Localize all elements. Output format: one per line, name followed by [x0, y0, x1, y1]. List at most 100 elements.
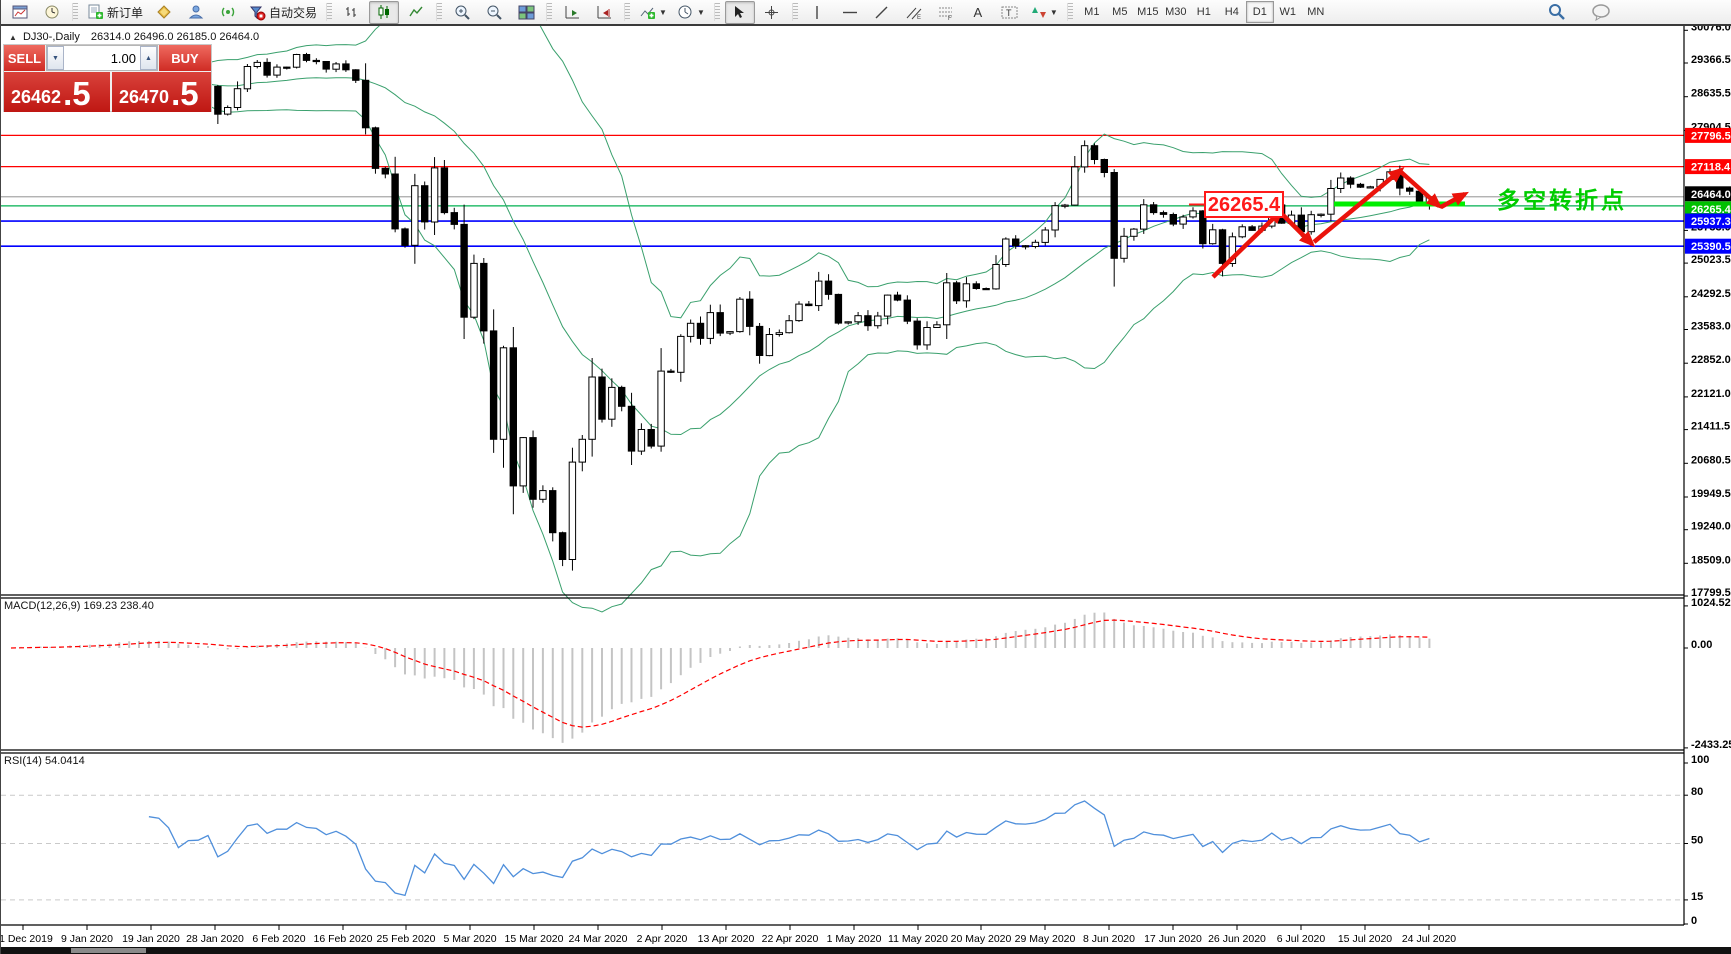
turning-point-note[interactable]: 多空转折点	[1497, 187, 1627, 213]
candle-body[interactable]	[460, 223, 468, 318]
candle-body[interactable]	[686, 322, 695, 337]
candlestick-chart-button[interactable]	[369, 0, 400, 24]
candle-body[interactable]	[952, 282, 961, 302]
candle-body[interactable]	[391, 173, 399, 230]
candle-body[interactable]	[677, 335, 685, 373]
candle-body[interactable]	[1061, 204, 1069, 207]
candle-body[interactable]	[618, 386, 626, 407]
trend-zigzag-arrow[interactable]	[1281, 213, 1316, 248]
zoom-in-button[interactable]	[447, 1, 477, 24]
autotrading-button[interactable]: 自动交易	[245, 1, 321, 24]
candle-body[interactable]	[549, 490, 557, 534]
candle-body[interactable]	[913, 320, 921, 346]
volume-input[interactable]	[64, 46, 140, 70]
candle-body[interactable]	[943, 282, 951, 326]
candle-body[interactable]	[470, 262, 478, 318]
candle-body[interactable]	[1346, 177, 1355, 185]
candle-body[interactable]	[1110, 172, 1118, 259]
candle-body[interactable]	[657, 370, 665, 447]
buy-price-display[interactable]: 26470 .5	[112, 72, 211, 112]
candle-body[interactable]	[1248, 226, 1256, 231]
candle-body[interactable]	[450, 212, 459, 225]
trend-zigzag-arrow[interactable]	[1439, 191, 1469, 209]
candle-body[interactable]	[361, 79, 370, 129]
candle-body[interactable]	[1356, 183, 1365, 188]
trend-zigzag-arrow[interactable]	[1399, 170, 1443, 210]
candle-body[interactable]	[1002, 238, 1010, 265]
candle-body[interactable]	[726, 331, 734, 334]
candle-body[interactable]	[637, 429, 646, 452]
candle-body[interactable]	[430, 167, 439, 223]
candle-body[interactable]	[519, 437, 527, 487]
candle-body[interactable]	[421, 185, 429, 223]
horizontal-scrollbar[interactable]	[1, 947, 1731, 954]
candle-body[interactable]	[1159, 212, 1168, 215]
search-button[interactable]	[1542, 1, 1572, 24]
line-chart-button[interactable]	[401, 1, 431, 24]
new-chart-button[interactable]	[5, 1, 35, 24]
candle-body[interactable]	[992, 264, 1000, 290]
candle-body[interactable]	[263, 61, 271, 76]
timeframe-M5[interactable]: M5	[1112, 6, 1128, 18]
candle-body[interactable]	[854, 315, 862, 323]
candle-body[interactable]	[1406, 187, 1414, 192]
chat-button[interactable]	[1586, 1, 1616, 24]
candle-body[interactable]	[805, 303, 813, 307]
candle-body[interactable]	[893, 294, 902, 301]
candle-body[interactable]	[499, 347, 508, 440]
candle-body[interactable]	[755, 325, 764, 356]
candle-body[interactable]	[933, 324, 941, 328]
scrollbar-thumb[interactable]	[71, 948, 146, 953]
candle-body[interactable]	[558, 532, 567, 561]
candle-body[interactable]	[795, 303, 803, 322]
tile-windows-button[interactable]	[511, 1, 541, 24]
candle-body[interactable]	[1080, 145, 1089, 168]
candle-body[interactable]	[972, 283, 980, 289]
candle-body[interactable]	[1199, 210, 1207, 245]
candle-body[interactable]	[765, 334, 774, 357]
candle-body[interactable]	[253, 61, 262, 68]
candle-body[interactable]	[1366, 186, 1374, 189]
candle-body[interactable]	[1169, 214, 1177, 225]
candle-body[interactable]	[1179, 216, 1187, 225]
zoom-out-button[interactable]	[479, 1, 509, 24]
candle-body[interactable]	[371, 127, 380, 169]
timeframe-H1[interactable]: H1	[1196, 6, 1211, 18]
candle-body[interactable]	[883, 294, 892, 317]
candle-body[interactable]	[214, 85, 222, 115]
candle-body[interactable]	[903, 299, 911, 322]
trend-zigzag-arrow[interactable]	[1312, 167, 1405, 244]
candle-body[interactable]	[1031, 241, 1040, 248]
candle-body[interactable]	[381, 167, 390, 175]
buy-button[interactable]: BUY	[159, 45, 211, 71]
timeframe-H4[interactable]: H4	[1224, 6, 1239, 18]
candle-body[interactable]	[716, 312, 724, 334]
candle-body[interactable]	[401, 228, 409, 246]
vertical-line-tool-button[interactable]	[803, 1, 833, 24]
volume-increase-button[interactable]: ▲	[140, 46, 157, 70]
bollinger-upper-band[interactable]	[198, 0, 1430, 319]
candle-body[interactable]	[627, 405, 636, 452]
auto-scroll-button[interactable]	[557, 1, 587, 24]
cursor-tool-button[interactable]	[724, 0, 755, 24]
trendline-tool-button[interactable]	[867, 1, 897, 24]
label-tool-button[interactable]: T	[995, 1, 1025, 24]
candle-body[interactable]	[224, 107, 232, 115]
trend-zigzag-arrow[interactable]	[1211, 207, 1285, 279]
candle-body[interactable]	[588, 376, 596, 440]
candle-body[interactable]	[746, 298, 754, 327]
candle-body[interactable]	[598, 376, 606, 420]
timeframe-M15[interactable]: M15	[1137, 6, 1159, 18]
volume-decrease-button[interactable]: ▼	[47, 46, 64, 70]
candle-body[interactable]	[647, 429, 655, 447]
candle-body[interactable]	[1317, 213, 1325, 216]
timeframe-M1[interactable]: M1	[1084, 6, 1100, 18]
candle-body[interactable]	[923, 327, 931, 346]
candle-body[interactable]	[775, 332, 783, 336]
candle-body[interactable]	[1238, 226, 1246, 238]
periods-button[interactable]: ▼	[673, 1, 709, 24]
candle-body[interactable]	[342, 63, 350, 71]
tick-chart-button[interactable]	[37, 1, 67, 24]
candle-body[interactable]	[1041, 229, 1049, 243]
candle-body[interactable]	[1228, 236, 1237, 265]
